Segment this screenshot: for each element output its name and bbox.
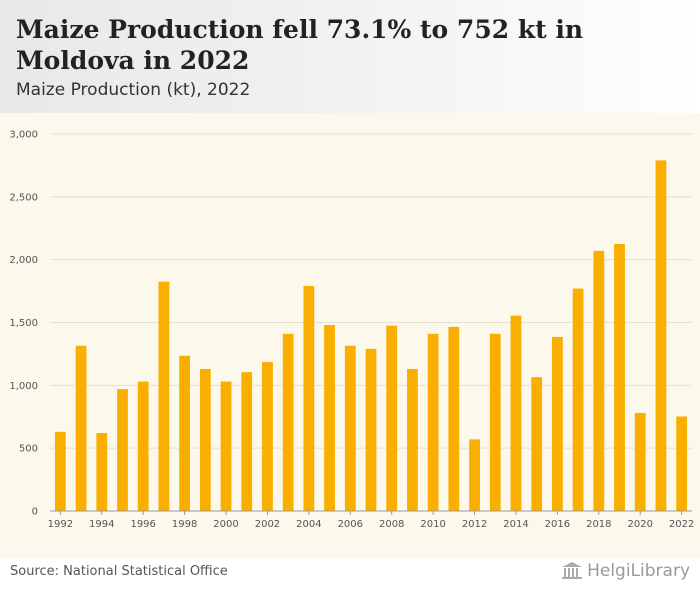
library-building-icon (562, 562, 583, 579)
bar-2011 (448, 326, 460, 511)
x-tick-label: 2006 (338, 519, 363, 530)
x-tick-label: 2002 (255, 519, 280, 530)
bar-2008 (386, 325, 398, 511)
chart-title: Maize Production fell 73.1% to 752 kt in… (16, 15, 584, 75)
bar-2010 (427, 333, 439, 511)
bar-1993 (75, 345, 87, 511)
bar-2000 (220, 381, 232, 511)
y-tick-label: 0 (32, 507, 38, 518)
x-tick-label: 2016 (545, 519, 570, 530)
bar-1994 (96, 433, 108, 511)
source-note: Source: National Statistical Office (10, 564, 228, 579)
x-tick-label: 1994 (89, 519, 114, 530)
bar-chart: 0 500 1,000 1,500 2,000 2,500 3,000 1992 1994 199… (9, 130, 694, 531)
bar-1995 (117, 389, 128, 511)
bar-2007 (365, 348, 377, 511)
bar-2012 (469, 439, 480, 511)
x-tick-label: 2004 (296, 519, 321, 530)
x-tick-label: 2014 (503, 519, 528, 530)
helgi-library-logo[interactable]: HelgiLibrary (561, 561, 690, 581)
x-tick-label: 1992 (48, 519, 73, 530)
y-tick-label: 1,000 (9, 381, 38, 392)
x-tick-label: 2012 (462, 519, 487, 530)
bar-2019 (614, 243, 625, 512)
y-tick-label: 1,500 (9, 318, 38, 329)
bar-2016 (552, 336, 563, 511)
x-tick-label: 1996 (130, 519, 155, 530)
bar-1998 (179, 355, 190, 511)
y-tick-label: 3,000 (9, 130, 38, 141)
bar-2009 (407, 368, 418, 511)
y-tick-label: 500 (19, 444, 38, 455)
x-tick-label: 2018 (586, 519, 611, 530)
header-band: Maize Production fell 73.1% to 752 kt in… (0, 0, 700, 113)
bar-2002 (262, 362, 273, 511)
bar-2013 (489, 333, 501, 511)
y-tick-label: 2,000 (9, 255, 38, 266)
bar-2022 (676, 416, 688, 511)
x-tick-label: 1998 (172, 519, 197, 530)
bar-1992 (54, 431, 66, 511)
bar-1996 (137, 381, 149, 511)
bar-2020 (634, 412, 646, 511)
x-tick-label: 2010 (420, 519, 445, 530)
x-tick-label: 2000 (213, 519, 238, 530)
chart-subtitle: Maize Production (kt), 2022 (16, 80, 251, 100)
bar-2018 (593, 250, 605, 511)
bar-2004 (303, 286, 315, 511)
x-tick-label: 2020 (627, 519, 652, 530)
y-tick-label: 2,500 (9, 192, 38, 203)
bar-2003 (282, 333, 294, 511)
bar-1999 (199, 368, 211, 511)
bar-2005 (324, 325, 335, 511)
logo-text: HelgiLibrary (587, 561, 690, 581)
footer (0, 558, 700, 596)
bar-2001 (241, 372, 253, 511)
bar-2014 (510, 315, 522, 511)
bar-2006 (344, 345, 356, 511)
bar-2015 (531, 377, 543, 511)
bar-1997 (158, 281, 170, 511)
bar-2021 (655, 160, 667, 511)
bar-2017 (572, 288, 584, 511)
x-tick-label: 2022 (669, 519, 694, 530)
x-tick-label: 2008 (379, 519, 404, 530)
